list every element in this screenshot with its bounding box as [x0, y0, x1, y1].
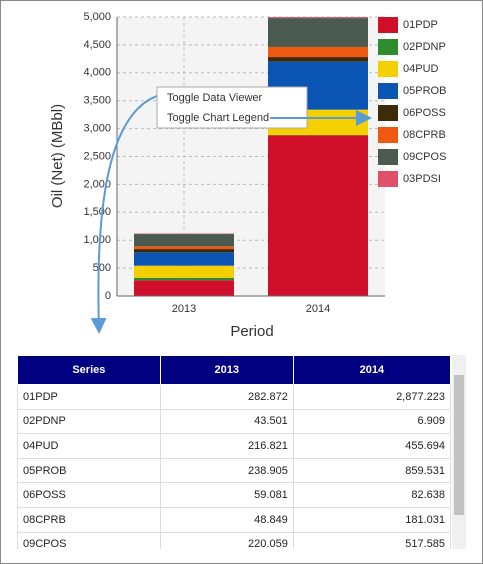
bar-segment — [134, 249, 234, 253]
table-cell: 48.849 — [159, 506, 294, 533]
bar-segment — [134, 265, 234, 278]
y-tick-label: 4,500 — [83, 39, 111, 51]
bar-segment — [134, 233, 234, 235]
chart: Period Oil (Net) (MBbl) 0 500 1,000 1,500 2,… — [49, 11, 446, 340]
y-tick-label: 1,500 — [83, 206, 111, 218]
scrollbar[interactable] — [452, 355, 466, 549]
legend-label: 03PDSI — [403, 173, 441, 185]
y-axis-label: Oil (Net) (MBbl) — [49, 104, 66, 208]
table-cell: 43.501 — [159, 408, 294, 435]
legend-swatch — [378, 105, 398, 121]
x-axis-label: Period — [230, 323, 273, 340]
table-cell: 216.821 — [159, 433, 294, 459]
legend-label: 06POSS — [403, 107, 446, 119]
legend-swatch — [378, 127, 398, 143]
table-cell: 220.059 — [159, 531, 294, 549]
table-row: 05PROB 238.905 859.531 — [17, 457, 451, 484]
table-row: 09CPOS 220.059 517.585 — [17, 531, 451, 549]
table-cell: 282.872 — [159, 384, 294, 410]
legend-swatch — [378, 39, 398, 55]
bar-segment — [268, 18, 368, 47]
table-cell: 181.031 — [292, 506, 451, 533]
bar-segment — [134, 280, 234, 296]
y-tick-label: 5,000 — [83, 11, 111, 23]
bar-segment — [134, 277, 234, 281]
bar-segment — [268, 17, 368, 19]
legend-label: 01PDP — [403, 19, 438, 31]
legend-label: 04PUD — [403, 63, 439, 75]
table-cell: 82.638 — [292, 482, 451, 508]
legend-swatch — [378, 83, 398, 99]
table-row: 06POSS 59.081 82.638 — [17, 482, 451, 508]
table-cell: 517.585 — [292, 531, 451, 549]
table-cell: 859.531 — [292, 457, 451, 484]
scroll-thumb[interactable] — [454, 375, 464, 515]
legend-label: 08CPRB — [403, 129, 446, 141]
legend-swatch — [378, 17, 398, 33]
bar-segment — [268, 46, 368, 58]
y-tick-label: 2,000 — [83, 178, 111, 190]
table-cell: 08CPRB — [17, 506, 161, 533]
bar-segment — [134, 252, 234, 266]
table-cell: 2,877.223 — [292, 384, 451, 410]
table-cell: 05PROB — [17, 457, 161, 484]
y-tick-label: 500 — [93, 262, 111, 274]
y-tick-label: 2,500 — [83, 150, 111, 162]
column-header[interactable]: Series — [17, 355, 161, 385]
table-cell: 02PDNP — [17, 408, 161, 435]
table-cell: 238.905 — [159, 457, 294, 484]
legend-swatch — [378, 61, 398, 77]
x-tick-label: 2013 — [172, 303, 196, 315]
bar-segment — [268, 109, 368, 136]
y-tick-label: 3,000 — [83, 123, 111, 135]
column-header[interactable]: 2014 — [292, 355, 451, 385]
table-row: 08CPRB 48.849 181.031 — [17, 506, 451, 533]
table-cell: 59.081 — [159, 482, 294, 508]
table-cell: 455.694 — [292, 433, 451, 459]
data-table: Series 2013 2014 01PDP 282.872 2,877.223 02PDN… — [17, 355, 451, 549]
legend-swatch — [378, 171, 398, 187]
data-viewer: Series 2013 2014 01PDP 282.872 2,877.223 02PDN… — [17, 355, 451, 549]
bar-segment — [268, 61, 368, 110]
bar-segment — [134, 246, 234, 250]
y-tick-label: 4,000 — [83, 67, 111, 79]
table-cell: 04PUD — [17, 433, 161, 459]
x-tick-label: 2014 — [306, 303, 330, 315]
bar-segment — [134, 234, 234, 247]
table-row: 04PUD 216.821 455.694 — [17, 433, 451, 459]
table-cell: 09CPOS — [17, 531, 161, 549]
bar-segment — [268, 57, 368, 62]
column-header[interactable]: 2013 — [159, 355, 294, 385]
y-tick-label: 1,000 — [83, 234, 111, 246]
legend-label: 09CPOS — [403, 151, 446, 163]
legend-label: 02PDNP — [403, 41, 446, 53]
legend-label: 05PROB — [403, 85, 446, 97]
legend-swatch — [378, 149, 398, 165]
table-cell: 06POSS — [17, 482, 161, 508]
table-cell: 01PDP — [17, 384, 161, 410]
table-row: 01PDP 282.872 2,877.223 — [17, 384, 451, 410]
y-tick-label: 0 — [105, 290, 111, 302]
bar-segment — [268, 135, 368, 296]
y-tick-label: 3,500 — [83, 95, 111, 107]
table-row: 02PDNP 43.501 6.909 — [17, 408, 451, 435]
table-cell: 6.909 — [292, 408, 451, 435]
